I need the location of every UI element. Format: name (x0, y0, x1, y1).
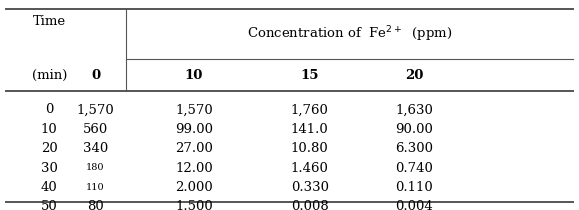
Text: 90.00: 90.00 (395, 123, 433, 136)
Text: 0: 0 (45, 103, 53, 116)
Text: 141.0: 141.0 (291, 123, 329, 136)
Text: 0: 0 (91, 69, 100, 82)
Text: 340: 340 (83, 142, 108, 155)
Text: 1,570: 1,570 (76, 103, 115, 116)
Text: 0.740: 0.740 (395, 161, 433, 175)
Text: 10.80: 10.80 (291, 142, 329, 155)
Text: 560: 560 (83, 123, 108, 136)
Text: 0.004: 0.004 (395, 200, 433, 210)
Text: 10: 10 (185, 69, 203, 82)
Text: 10: 10 (41, 123, 57, 136)
Text: 50: 50 (41, 200, 57, 210)
Text: 80: 80 (87, 200, 104, 210)
Text: 0.330: 0.330 (291, 181, 329, 194)
Text: 1,570: 1,570 (175, 103, 213, 116)
Text: 1,760: 1,760 (291, 103, 329, 116)
Text: 1,630: 1,630 (395, 103, 433, 116)
Text: 0.110: 0.110 (395, 181, 433, 194)
Text: 110: 110 (86, 183, 105, 192)
Text: 15: 15 (301, 69, 319, 82)
Text: 1.500: 1.500 (175, 200, 213, 210)
Text: 40: 40 (41, 181, 57, 194)
Text: 6.300: 6.300 (395, 142, 433, 155)
Text: 27.00: 27.00 (175, 142, 213, 155)
Text: 20: 20 (41, 142, 57, 155)
Text: 180: 180 (86, 164, 105, 172)
Text: Concentration of  Fe$^{2+}$  (ppm): Concentration of Fe$^{2+}$ (ppm) (247, 24, 453, 44)
Text: 30: 30 (41, 161, 58, 175)
Text: Time: Time (32, 15, 66, 28)
Text: 99.00: 99.00 (175, 123, 213, 136)
Text: 12.00: 12.00 (175, 161, 213, 175)
Text: 20: 20 (405, 69, 423, 82)
Text: 1.460: 1.460 (291, 161, 329, 175)
Text: 2.000: 2.000 (175, 181, 213, 194)
Text: (min): (min) (31, 69, 67, 82)
Text: 0.008: 0.008 (291, 200, 329, 210)
